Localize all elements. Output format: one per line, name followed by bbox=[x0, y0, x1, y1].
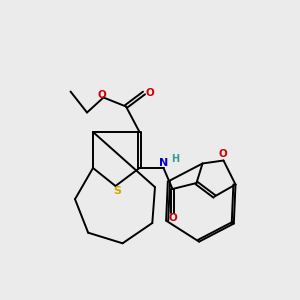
Text: O: O bbox=[98, 90, 106, 100]
Text: O: O bbox=[218, 149, 227, 159]
Text: N: N bbox=[160, 158, 169, 168]
Text: O: O bbox=[168, 213, 177, 224]
Text: H: H bbox=[171, 154, 179, 164]
Text: S: S bbox=[113, 186, 121, 197]
Text: O: O bbox=[145, 88, 154, 98]
